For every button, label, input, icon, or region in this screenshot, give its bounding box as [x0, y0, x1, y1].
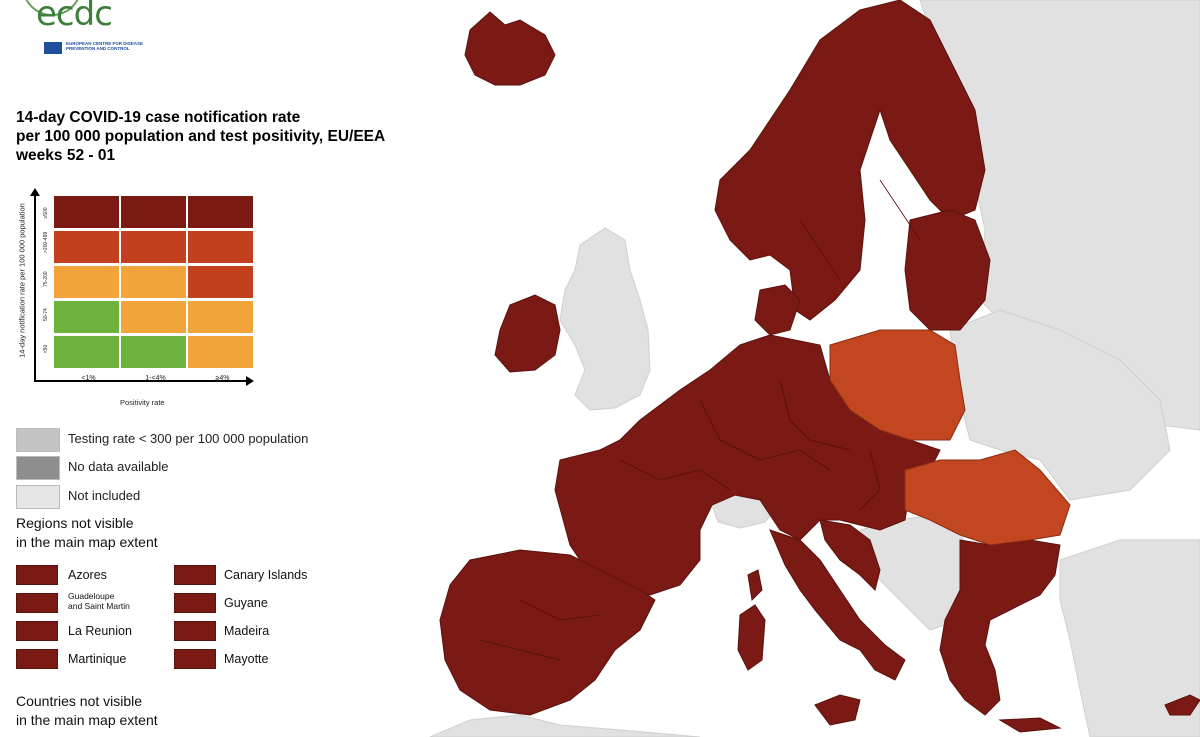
matrix-cell	[188, 196, 253, 228]
matrix-row-label: <50	[43, 344, 49, 354]
matrix-cell	[188, 266, 253, 298]
not-included-areas	[429, 0, 1200, 737]
sicily	[814, 694, 861, 726]
region-swatch-guadeloupe	[16, 593, 58, 613]
region-label-reunion: La Reunion	[68, 624, 132, 638]
logo-subtitle: EUROPEAN CENTRE FOR DISEASE PREVENTION A…	[66, 41, 144, 51]
region-swatch-canary	[174, 565, 216, 585]
region-label-martinique: Martinique	[68, 652, 127, 666]
y-axis-arrow-icon	[30, 188, 40, 380]
iceland	[464, 11, 556, 86]
regions-title-line-2: in the main map extent	[16, 534, 158, 550]
region-swatch-martinique	[16, 649, 58, 669]
logo-text: ecdc	[36, 0, 113, 34]
risk-matrix: 14-day notification rate per 100 000 pop…	[10, 188, 260, 408]
countries-title-line-2: in the main map extent	[16, 712, 158, 728]
title-line-1: 14-day COVID-19 case notification rate	[16, 109, 301, 126]
iberia	[439, 549, 656, 716]
uk-island	[559, 227, 651, 411]
matrix-cell	[121, 231, 186, 263]
matrix-cell	[54, 336, 119, 368]
countries-title-line-1: Countries not visible	[16, 693, 143, 709]
croatia-slovenia	[819, 519, 881, 591]
title-line-2: per 100 000 population and test positivi…	[16, 128, 386, 145]
ireland	[494, 294, 561, 373]
legend-panel: ecdc EUROPEAN CENTRE FOR DISEASE PREVENT…	[0, 0, 470, 737]
ecdc-logo: ecdc EUROPEAN CENTRE FOR DISEASE PREVENT…	[22, 0, 143, 60]
matrix-row-label: 75-200	[43, 271, 49, 287]
region-label-guadeloupe-line1: Guadeloupe	[68, 591, 115, 601]
region-swatch-mayotte	[174, 649, 216, 669]
region-label-azores: Azores	[68, 568, 107, 582]
region-label-guyane: Guyane	[224, 596, 268, 610]
eu-countries-orange	[829, 329, 1071, 546]
eu-flag-icon	[44, 42, 62, 54]
crete	[998, 717, 1062, 733]
matrix-col-label: 1-<4%	[145, 375, 166, 382]
romania	[904, 449, 1071, 546]
region-label-mayotte: Mayotte	[224, 652, 269, 666]
legend-swatch-testing-rate	[16, 428, 60, 452]
x-axis-arrow-icon	[34, 376, 254, 386]
region-label-guadeloupe: Guadeloupe and Saint Martin	[68, 591, 130, 611]
corsica	[747, 569, 763, 602]
matrix-cell	[54, 301, 119, 333]
internal-borders	[479, 179, 921, 661]
legend-swatch-no-data	[16, 456, 60, 480]
matrix-cell	[188, 301, 253, 333]
legend-label-no-data: No data available	[68, 459, 169, 474]
regions-section-title: Regions not visible in the main map exte…	[16, 514, 158, 552]
italy	[769, 529, 906, 681]
matrix-cell	[121, 336, 186, 368]
matrix-cell	[54, 231, 119, 263]
region-swatch-guyane	[174, 593, 216, 613]
eu-countries-dark-red	[439, 0, 1200, 733]
region-label-madeira: Madeira	[224, 624, 270, 638]
matrix-col-label: ≥4%	[215, 375, 230, 382]
cyprus	[1164, 694, 1200, 716]
sardinia	[737, 604, 766, 671]
matrix-row-label: >200-499	[43, 231, 49, 253]
regions-title-line-1: Regions not visible	[16, 515, 134, 531]
turkey	[1059, 539, 1200, 737]
region-swatch-reunion	[16, 621, 58, 641]
legend-label-not-included: Not included	[68, 488, 141, 503]
map-title: 14-day COVID-19 case notification rate p…	[16, 108, 385, 165]
matrix-cell	[121, 196, 186, 228]
matrix-cell	[121, 301, 186, 333]
region-label-canary: Canary Islands	[224, 568, 308, 582]
countries-section-title: Countries not visible in the main map ex…	[16, 692, 158, 730]
matrix-row-label: 50-74	[43, 308, 49, 321]
matrix-cell	[121, 266, 186, 298]
region-swatch-azores	[16, 565, 58, 585]
norway-sweden-finland	[714, 0, 986, 321]
title-line-3: weeks 52 - 01	[16, 147, 116, 164]
matrix-row-label: ≥500	[43, 207, 49, 219]
africa-edge	[429, 714, 701, 737]
bulgaria-greece	[939, 539, 1061, 716]
poland	[829, 329, 966, 441]
legend-label-testing-rate: Testing rate < 300 per 100 000 populatio…	[68, 431, 309, 446]
matrix-x-axis-title: Positivity rate	[120, 398, 165, 407]
legend-swatch-not-included	[16, 485, 60, 509]
region-swatch-madeira	[174, 621, 216, 641]
matrix-cell	[54, 196, 119, 228]
denmark	[754, 284, 801, 336]
matrix-y-axis-title: 14-day notification rate per 100 000 pop…	[17, 203, 27, 358]
matrix-cell	[188, 336, 253, 368]
baltic-states	[904, 209, 991, 331]
ukraine-belarus	[949, 309, 1171, 501]
matrix-cell	[54, 266, 119, 298]
matrix-cell	[188, 231, 253, 263]
region-label-guadeloupe-line2: and Saint Martin	[68, 601, 130, 611]
matrix-col-label: <1%	[81, 375, 96, 382]
